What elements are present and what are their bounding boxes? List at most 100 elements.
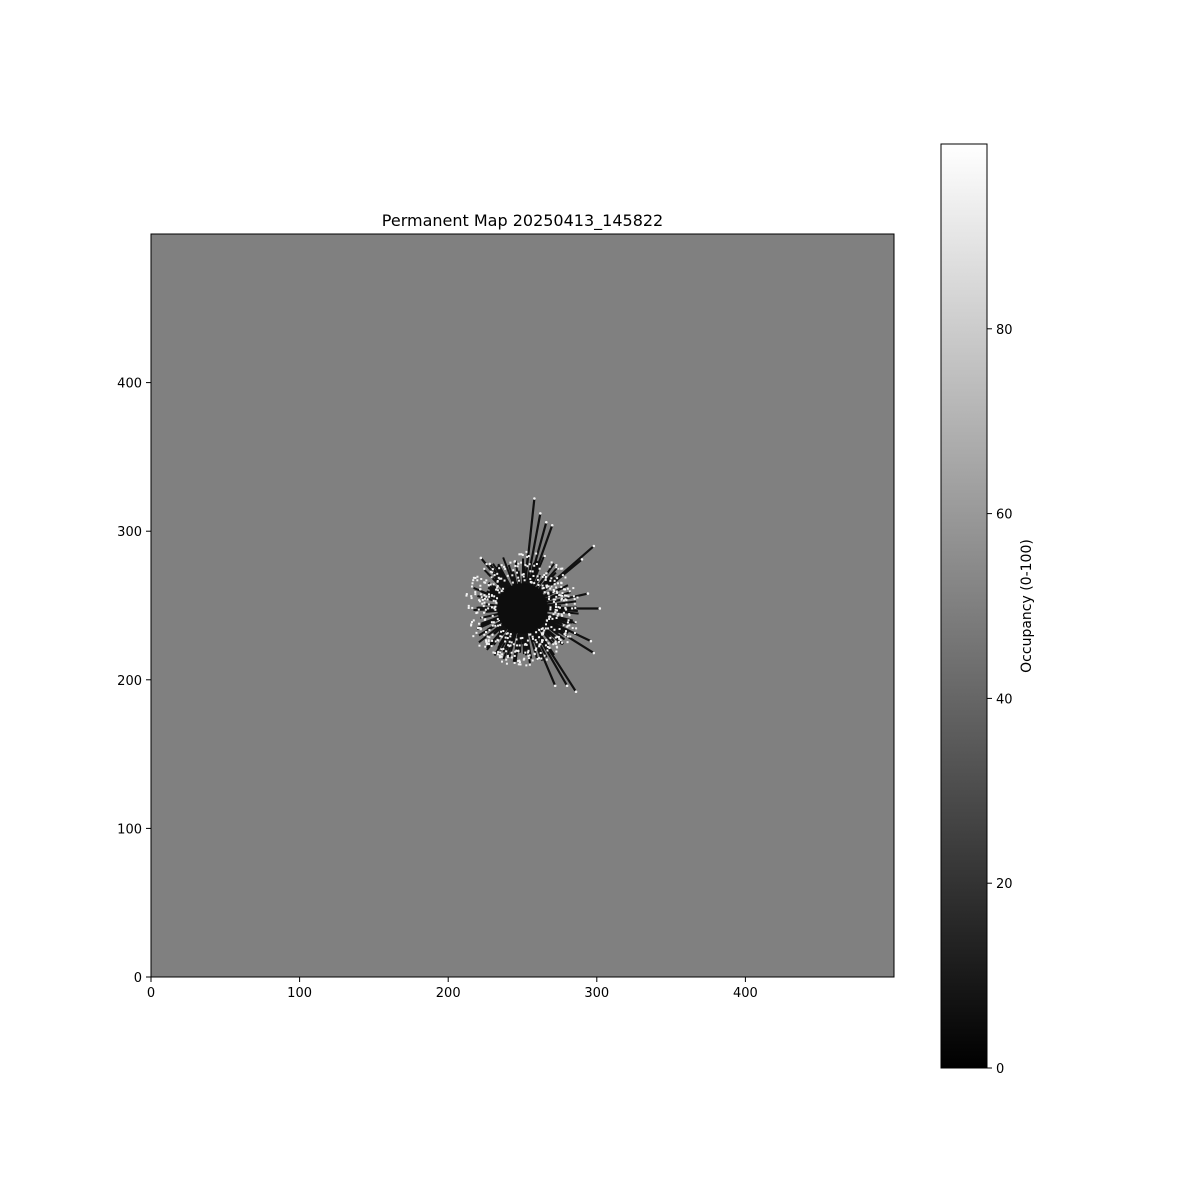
occupied-cell-339 bbox=[495, 588, 498, 591]
occupied-cell-230 bbox=[487, 640, 490, 643]
occupied-cell-295 bbox=[550, 626, 553, 629]
occupied-cell-80 bbox=[503, 565, 506, 568]
occupied-cell-340 bbox=[555, 603, 558, 606]
colorbar-tick-label-20: 20 bbox=[996, 877, 1013, 892]
occupied-cell-85 bbox=[554, 640, 557, 643]
occupied-cell-413 bbox=[481, 598, 484, 601]
colorbar-ticks: 0 20 40 60 80 bbox=[987, 323, 1013, 1077]
occupied-cell-352 bbox=[483, 567, 486, 570]
occupied-cell-152 bbox=[546, 649, 549, 652]
occupied-cell-197 bbox=[564, 630, 567, 633]
occupied-cell-270 bbox=[506, 637, 509, 640]
occupied-cell-6 bbox=[534, 639, 537, 642]
occupied-cell-274 bbox=[568, 624, 571, 627]
occupied-cell-90 bbox=[560, 582, 563, 585]
occupied-cell-166 bbox=[505, 632, 508, 635]
occupied-cell-311 bbox=[492, 651, 495, 654]
occupied-cell-215 bbox=[500, 590, 503, 593]
occupied-cell-225 bbox=[543, 574, 546, 577]
x-tick-label-0: 0 bbox=[147, 986, 155, 1001]
occupied-cell-394 bbox=[500, 577, 503, 580]
occupied-cell-358 bbox=[491, 568, 494, 571]
occupied-cell-119 bbox=[496, 597, 499, 600]
ray-endpoint-9 bbox=[592, 651, 596, 655]
occupied-cell-398 bbox=[544, 627, 547, 630]
occupied-cell-414 bbox=[561, 614, 564, 617]
occupied-cell-355 bbox=[559, 639, 562, 642]
occupied-cell-204 bbox=[524, 651, 527, 654]
occupied-cell-305 bbox=[491, 624, 494, 627]
ray-endpoint-1 bbox=[539, 512, 542, 515]
occupied-cell-328 bbox=[515, 649, 518, 652]
occupied-cell-360 bbox=[574, 621, 577, 624]
occupied-cell-300 bbox=[472, 579, 475, 582]
map-plot bbox=[150, 233, 895, 978]
occupied-cell-335 bbox=[554, 642, 557, 645]
explored-region bbox=[465, 497, 602, 693]
occupied-cell-83 bbox=[529, 578, 532, 581]
occupied-cell-278 bbox=[476, 611, 479, 614]
occupied-cell-371 bbox=[504, 567, 507, 570]
occupied-cell-88 bbox=[537, 583, 540, 586]
y-tick-label-0: 0 bbox=[134, 971, 142, 986]
occupied-cell-150 bbox=[562, 611, 565, 614]
occupied-cell-102 bbox=[556, 614, 559, 617]
occupied-cell-342 bbox=[483, 633, 486, 636]
occupied-cell-207 bbox=[566, 621, 569, 624]
occupied-cell-28 bbox=[470, 597, 473, 600]
occupied-cell-35 bbox=[566, 587, 569, 590]
x-axis: 0 100 200 300 400 bbox=[147, 977, 758, 1001]
occupied-cell-264 bbox=[497, 651, 500, 654]
occupied-cell-111 bbox=[511, 581, 514, 584]
occupied-cell-276 bbox=[556, 591, 559, 594]
occupied-cell-258 bbox=[482, 605, 485, 608]
ray-endpoint-3 bbox=[550, 523, 554, 527]
occupied-cell-379 bbox=[572, 587, 575, 590]
occupied-cell-345 bbox=[549, 587, 552, 590]
occupied-cell-418 bbox=[554, 611, 557, 614]
occupied-cell-317 bbox=[557, 567, 560, 570]
occupied-cell-319 bbox=[553, 579, 556, 582]
occupied-cell-216 bbox=[489, 583, 492, 586]
occupied-cell-107 bbox=[524, 564, 527, 567]
occupied-cell-175 bbox=[493, 595, 496, 598]
occupied-cell-248 bbox=[533, 652, 536, 655]
occupied-cell-104 bbox=[550, 585, 553, 588]
occupied-cell-134 bbox=[479, 588, 482, 591]
colorbar-label: Occupancy (0-100) bbox=[1019, 539, 1035, 673]
occupied-cell-296 bbox=[499, 624, 502, 627]
occupied-cell-227 bbox=[487, 593, 490, 596]
colorbar-tick-label-80: 80 bbox=[996, 323, 1013, 338]
occupied-cell-346 bbox=[499, 635, 502, 638]
occupied-cell-353 bbox=[487, 643, 490, 646]
occupied-cell-263 bbox=[540, 657, 543, 660]
occupied-cell-160 bbox=[485, 640, 488, 643]
occupied-cell-129 bbox=[491, 633, 494, 636]
occupied-cell-343 bbox=[560, 598, 563, 601]
occupied-cell-190 bbox=[483, 618, 486, 621]
occupied-cell-403 bbox=[549, 579, 552, 582]
occupied-cell-383 bbox=[517, 650, 520, 653]
occupied-cell-72 bbox=[483, 597, 486, 600]
occupied-cell-105 bbox=[555, 650, 558, 653]
occupied-cell-255 bbox=[493, 574, 496, 577]
occupied-cell-362 bbox=[484, 631, 487, 634]
occupied-cell-97 bbox=[522, 658, 525, 661]
occupied-cell-182 bbox=[542, 586, 545, 589]
occupied-cell-74 bbox=[483, 611, 486, 614]
occupied-cell-10 bbox=[531, 635, 534, 638]
occupied-cell-113 bbox=[485, 639, 488, 642]
occupied-cell-327 bbox=[501, 653, 504, 656]
occupied-cell-1 bbox=[497, 624, 500, 627]
occupied-cell-251 bbox=[558, 606, 561, 609]
occupied-cell-286 bbox=[500, 648, 503, 651]
occupied-cell-290 bbox=[503, 579, 506, 582]
occupied-cell-333 bbox=[555, 566, 558, 569]
occupied-cell-378 bbox=[558, 594, 561, 597]
occupied-cell-173 bbox=[490, 594, 493, 597]
occupied-cell-217 bbox=[538, 657, 541, 660]
occupied-cell-170 bbox=[550, 577, 553, 580]
occupied-cell-410 bbox=[470, 585, 473, 588]
occupied-cell-275 bbox=[478, 622, 481, 625]
